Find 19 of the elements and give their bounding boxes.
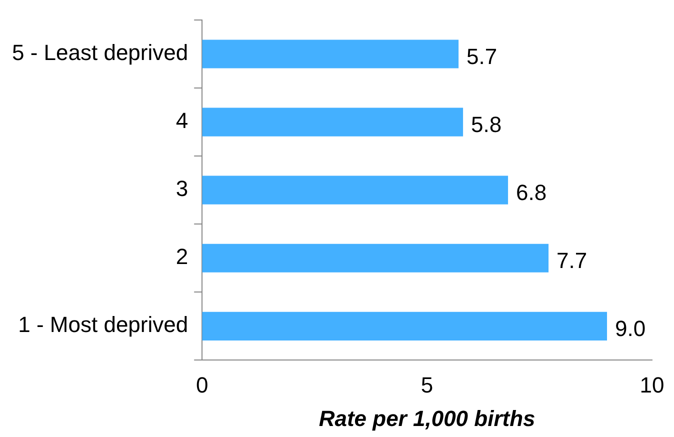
y-tick-label: 4	[176, 108, 188, 134]
data-label: 7.7	[556, 248, 588, 274]
x-axis-title: Rate per 1,000 births	[318, 406, 536, 431]
bar	[202, 108, 464, 136]
bar	[202, 312, 608, 340]
data-label: 5.8	[471, 112, 502, 138]
y-tick-label: 2	[176, 244, 188, 270]
bar	[202, 244, 549, 272]
x-tick-label: 5	[420, 372, 434, 398]
bar	[202, 40, 459, 68]
y-tick-label: 5 - Least deprived	[12, 40, 188, 66]
y-tick-label: 1 - Most deprived	[18, 312, 188, 338]
y-tick-label: 3	[176, 176, 188, 202]
bar	[202, 176, 508, 204]
data-label: 9.0	[615, 316, 646, 342]
data-label: 5.7	[466, 44, 498, 70]
data-label: 6.8	[516, 180, 547, 206]
x-tick-label: 10	[640, 372, 664, 398]
x-tick-label: 0	[196, 372, 208, 398]
